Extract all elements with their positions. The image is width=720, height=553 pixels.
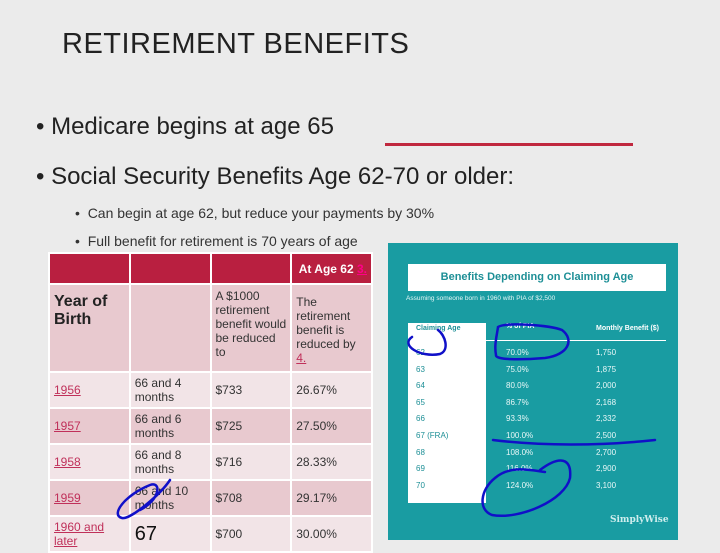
image-cell: 64 (416, 381, 425, 391)
reduced-by-header: The retirement benefit is reduced by 4. (292, 285, 371, 371)
image-cell: 2,500 (596, 431, 617, 440)
image-cell: 93.3% (506, 414, 529, 424)
image-title: Benefits Depending on Claiming Age (408, 264, 666, 291)
table-row: 1956 66 and 4 months $733 26.67% (50, 373, 371, 407)
col-header: Claiming Age (416, 325, 461, 332)
bullet-medicare: • Medicare begins at age 65 (36, 113, 334, 140)
year-of-birth-header: Year of Birth (50, 285, 129, 371)
footnote-link[interactable]: 4. (296, 351, 307, 365)
year-link[interactable]: 1958 (54, 455, 81, 469)
sub-bullet: • Can begin at age 62, but reduce your p… (75, 205, 435, 221)
table-row: 1957 66 and 6 months $725 27.50% (50, 409, 371, 443)
ink-annotations (116, 323, 657, 520)
image-cell: 68 (416, 447, 425, 457)
image-cell: 2,168 (596, 397, 617, 407)
table-subheader-row: Year of Birth A $1000 retirement benefit… (50, 285, 371, 371)
image-cell: 70 (416, 480, 425, 490)
image-subtitle: Assuming someone born in 1960 with PIA o… (406, 295, 556, 302)
year-link[interactable]: 1956 (54, 383, 81, 397)
bullet-social-security: • Social Security Benefits Age 62-70 or … (36, 163, 515, 190)
image-cell: 2,900 (596, 464, 617, 474)
sub-bullet-text: Full benefit for retirement is 70 years … (87, 233, 358, 249)
image-cell: 2,700 (596, 447, 617, 457)
sub-bullet: • Full benefit for retirement is 70 year… (75, 233, 358, 249)
image-cell: 70.0% (506, 348, 529, 357)
claiming-age-image: Benefits Depending on Claiming Age Assum… (388, 243, 678, 540)
brand-logo: SimplyWise (610, 515, 669, 525)
image-cell: 80.0% (506, 381, 529, 391)
benefit-table: At Age 62 3. Year of Birth A $1000 retir… (48, 252, 373, 553)
image-cell: 2,332 (596, 414, 617, 424)
image-cell: 69 (416, 464, 425, 474)
table-header-row: At Age 62 3. (50, 254, 371, 283)
image-cell: 100.0% (506, 431, 534, 440)
sub-bullet-text: Can begin at age 62, but reduce your pay… (87, 205, 435, 221)
ink-mark (491, 438, 657, 446)
ink-mark (116, 478, 172, 520)
col-header: Monthly Benefit ($) (596, 325, 659, 332)
ink-mark (481, 459, 572, 518)
ink-mark (407, 328, 447, 356)
image-cell: 124.0% (506, 480, 534, 490)
col-header: % of PIA (506, 323, 535, 330)
image-cell: 1,875 (596, 364, 617, 374)
image-cell: 86.7% (506, 397, 529, 407)
bullet-text: Medicare begins at age 65 (51, 113, 334, 140)
image-cell: 2,000 (596, 381, 617, 391)
image-cell: 67 (FRA) (416, 431, 449, 440)
image-cell: 66 (416, 414, 425, 424)
table-row: 1959 66 and 10 months $708 29.17% (50, 481, 371, 515)
image-cell: 75.0% (506, 364, 529, 374)
image-cell: 108.0% (506, 447, 534, 457)
slide-title: RETIREMENT BENEFITS (62, 28, 410, 60)
ink-mark (494, 323, 570, 361)
image-cell: 3,100 (596, 480, 617, 490)
bullet-text: Social Security Benefits Age 62-70 or ol… (51, 163, 515, 190)
footnote-link[interactable]: 3. (356, 261, 367, 276)
divider (486, 340, 666, 341)
image-cell: 1,750 (596, 348, 617, 357)
image-cell: 63 (416, 364, 425, 374)
red-underline (385, 143, 633, 146)
year-link[interactable]: 1959 (54, 491, 81, 505)
image-cell: 65 (416, 397, 425, 407)
header-at-age-62: At Age 62 3. (292, 254, 371, 283)
year-link[interactable]: 1957 (54, 419, 81, 433)
table-row: 1958 66 and 8 months $716 28.33% (50, 445, 371, 479)
reduced-to-header: A $1000 retirement benefit would be redu… (211, 285, 291, 371)
